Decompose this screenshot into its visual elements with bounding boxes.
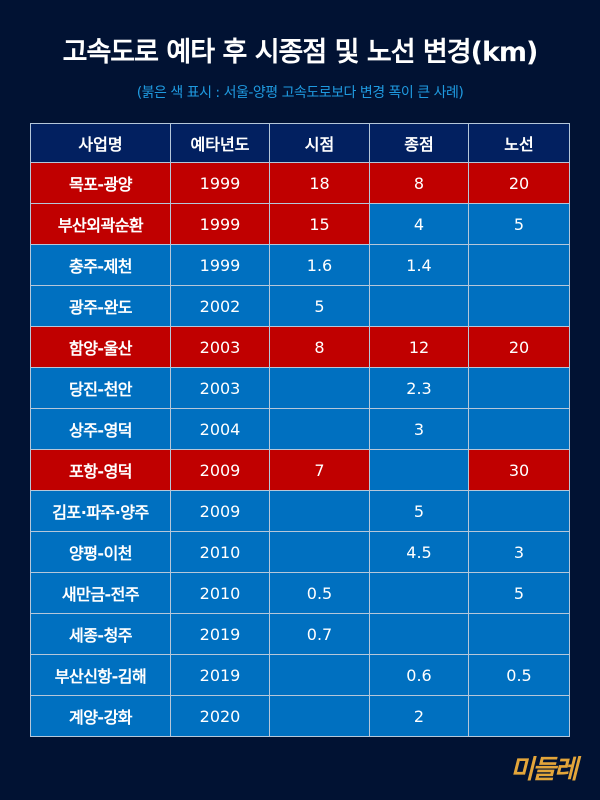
cell-route	[468, 367, 570, 409]
cell-route: 20	[468, 162, 570, 204]
cell-route	[468, 244, 570, 286]
table-header-row: 사업명 예타년도 시점 종점 노선	[30, 123, 570, 163]
cell-year: 2010	[170, 572, 270, 614]
cell-end	[369, 572, 469, 614]
cell-end: 5	[369, 490, 469, 532]
cell-route: 30	[468, 449, 570, 491]
cell-start: 18	[269, 162, 370, 204]
cell-end: 0.6	[369, 654, 469, 696]
hankyoreh-logo-icon: 미들레	[510, 755, 578, 785]
cell-start	[269, 490, 370, 532]
cell-project-name: 광주-완도	[30, 285, 171, 327]
cell-year: 2004	[170, 408, 270, 450]
cell-project-name: 김포·파주·양주	[30, 490, 171, 532]
table-row: 포항-영덕 2009 7 30	[30, 449, 570, 491]
cell-end	[369, 613, 469, 655]
cell-year: 2003	[170, 367, 270, 409]
cell-start: 0.7	[269, 613, 370, 655]
cell-start	[269, 695, 370, 737]
cell-project-name: 당진-천안	[30, 367, 171, 409]
cell-project-name: 부산신항-김해	[30, 654, 171, 696]
cell-year: 2019	[170, 613, 270, 655]
cell-project-name: 세종-청주	[30, 613, 171, 655]
cell-year: 2009	[170, 449, 270, 491]
page-subtitle: (붉은 색 표시 : 서울-양평 고속도로보다 변경 폭이 큰 사례)	[136, 85, 464, 101]
cell-start	[269, 654, 370, 696]
cell-start	[269, 367, 370, 409]
cell-end: 4.5	[369, 531, 469, 573]
cell-start: 8	[269, 326, 370, 368]
cell-route	[468, 490, 570, 532]
cell-end: 12	[369, 326, 469, 368]
column-header-start: 시점	[269, 123, 370, 163]
table-row: 상주-영덕 2004 3	[30, 408, 570, 450]
cell-project-name: 충주-제천	[30, 244, 171, 286]
cell-start	[269, 531, 370, 573]
data-table: 사업명 예타년도 시점 종점 노선 목포-광양 1999 18 8 20 부산외곽순환 19…	[30, 123, 570, 737]
cell-year: 2019	[170, 654, 270, 696]
cell-end: 2.3	[369, 367, 469, 409]
cell-start: 0.5	[269, 572, 370, 614]
cell-end: 4	[369, 203, 469, 245]
table-row: 계양-강화 2020 2	[30, 695, 570, 737]
table-row: 세종-청주 2019 0.7	[30, 613, 570, 655]
cell-route: 5	[468, 572, 570, 614]
table-row: 김포·파주·양주 2009 5	[30, 490, 570, 532]
cell-year: 2010	[170, 531, 270, 573]
column-header-year: 예타년도	[170, 123, 270, 163]
cell-end: 8	[369, 162, 469, 204]
cell-end: 1.4	[369, 244, 469, 286]
cell-start: 5	[269, 285, 370, 327]
cell-route: 5	[468, 203, 570, 245]
cell-start: 15	[269, 203, 370, 245]
table-row: 충주-제천 1999 1.6 1.4	[30, 244, 570, 286]
cell-year: 1999	[170, 203, 270, 245]
cell-project-name: 상주-영덕	[30, 408, 171, 450]
column-header-project: 사업명	[30, 123, 171, 163]
cell-project-name: 목포-광양	[30, 162, 171, 204]
cell-year: 2002	[170, 285, 270, 327]
cell-end: 2	[369, 695, 469, 737]
cell-start: 7	[269, 449, 370, 491]
table-row: 새만금-전주 2010 0.5 5	[30, 572, 570, 614]
cell-end	[369, 285, 469, 327]
cell-year: 1999	[170, 162, 270, 204]
cell-project-name: 함양-울산	[30, 326, 171, 368]
page-title: 고속도로 예타 후 시종점 및 노선 변경(km)	[62, 37, 539, 68]
table-row: 부산신항-김해 2019 0.6 0.5	[30, 654, 570, 696]
table-row: 부산외곽순환 1999 15 4 5	[30, 203, 570, 245]
table-row: 함양-울산 2003 8 12 20	[30, 326, 570, 368]
cell-project-name: 포항-영덕	[30, 449, 171, 491]
column-header-route: 노선	[468, 123, 570, 163]
cell-route: 0.5	[468, 654, 570, 696]
cell-route: 20	[468, 326, 570, 368]
table-row: 양평-이천 2010 4.5 3	[30, 531, 570, 573]
cell-route	[468, 613, 570, 655]
cell-project-name: 새만금-전주	[30, 572, 171, 614]
cell-project-name: 계양-강화	[30, 695, 171, 737]
table-row: 광주-완도 2002 5	[30, 285, 570, 327]
cell-route: 3	[468, 531, 570, 573]
cell-start: 1.6	[269, 244, 370, 286]
cell-route	[468, 695, 570, 737]
table-row: 당진-천안 2003 2.3	[30, 367, 570, 409]
cell-start	[269, 408, 370, 450]
cell-route	[468, 408, 570, 450]
cell-end: 3	[369, 408, 469, 450]
cell-year: 2009	[170, 490, 270, 532]
cell-project-name: 양평-이천	[30, 531, 171, 573]
cell-route	[468, 285, 570, 327]
cell-year: 2003	[170, 326, 270, 368]
cell-end	[369, 449, 469, 491]
column-header-end: 종점	[369, 123, 469, 163]
cell-year: 1999	[170, 244, 270, 286]
cell-project-name: 부산외곽순환	[30, 203, 171, 245]
cell-year: 2020	[170, 695, 270, 737]
table-body: 목포-광양 1999 18 8 20 부산외곽순환 1999 15 4 5 충주-제천 1999 1.6…	[30, 162, 570, 737]
table-row: 목포-광양 1999 18 8 20	[30, 162, 570, 204]
